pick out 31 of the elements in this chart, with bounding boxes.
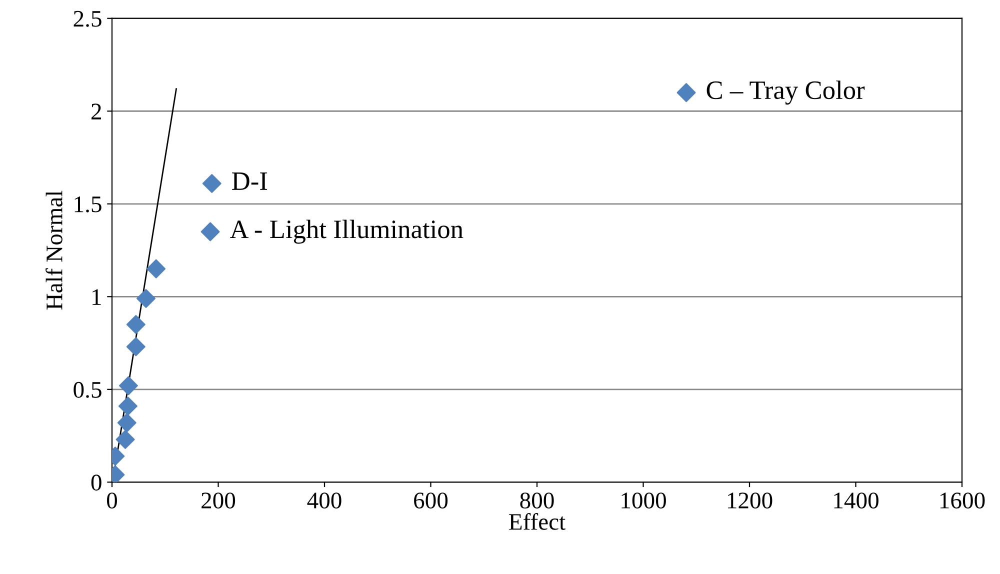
y-tick-label: 2 <box>92 104 101 120</box>
y-axis-title: Half Normal <box>46 190 62 310</box>
point <box>136 289 156 308</box>
point <box>118 396 138 416</box>
x-axis-title: Effect <box>509 513 566 530</box>
point <box>202 174 222 193</box>
x-tick-label: 0 <box>106 492 118 508</box>
annotation: A - Light Illumination <box>230 220 464 244</box>
x-tick-label: 200 <box>202 492 236 508</box>
annotation: D-I <box>232 172 268 190</box>
x-tick-label: 800 <box>520 492 554 508</box>
point <box>126 314 146 334</box>
point <box>200 222 220 242</box>
y-tick-label: 0 <box>91 474 102 491</box>
x-tick-label: 400 <box>307 492 342 508</box>
point <box>126 337 146 356</box>
y-tick-label: 2.5 <box>74 10 102 27</box>
x-tick-label: 1200 <box>728 492 772 508</box>
point <box>117 413 136 432</box>
x-tick-label: 1600 <box>940 492 985 508</box>
annotation: C – Tray Color <box>706 80 865 105</box>
y-tick-label: 1 <box>92 289 101 305</box>
point <box>116 430 135 449</box>
x-tick-label: 1000 <box>622 492 666 508</box>
point <box>676 83 696 102</box>
point <box>118 376 138 396</box>
y-tick-label: 1.5 <box>74 196 102 212</box>
point <box>146 259 166 278</box>
y-tick-label: 0.5 <box>74 382 102 398</box>
x-tick-label: 600 <box>414 492 448 508</box>
x-tick-label: 1400 <box>834 492 878 508</box>
